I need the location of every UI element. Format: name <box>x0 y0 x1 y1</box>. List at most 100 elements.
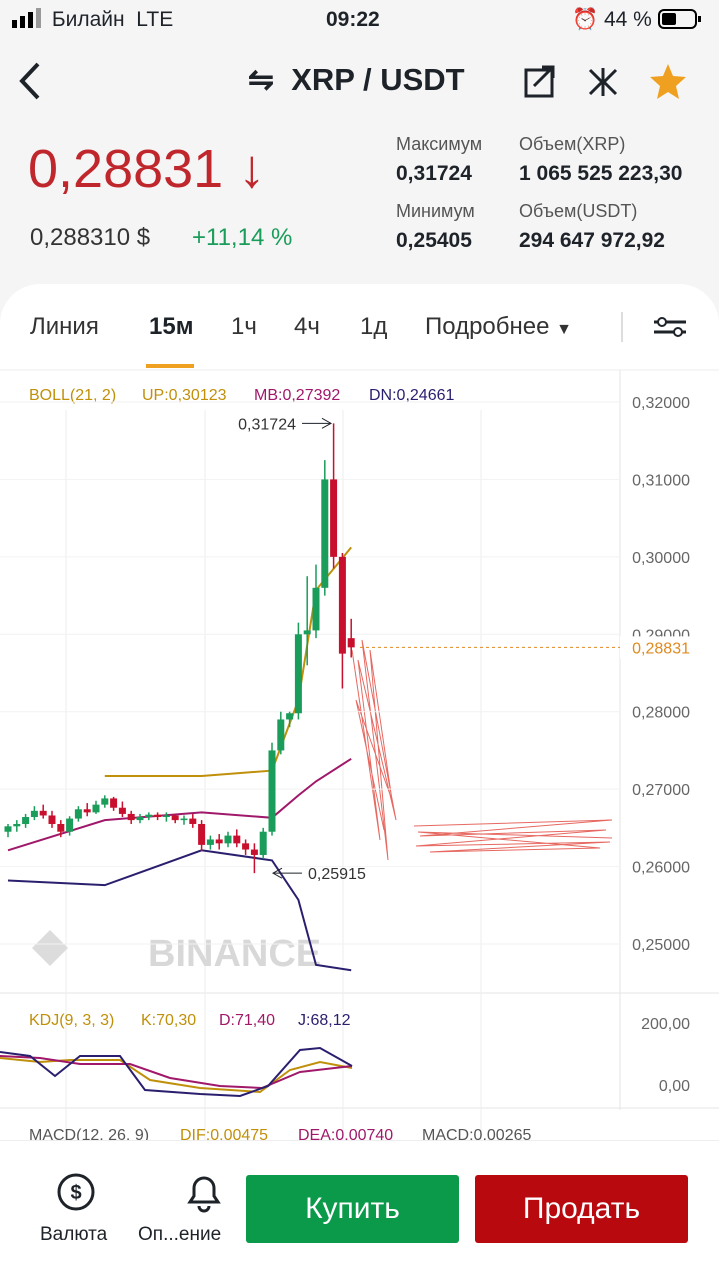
boll-up: UP:0,30123 <box>142 387 227 404</box>
stat-label: Объем(USDT) <box>519 201 638 221</box>
tab[interactable]: 1ч <box>231 313 257 340</box>
candle-body <box>330 479 338 557</box>
tab[interactable]: 1д <box>360 313 388 340</box>
candle-body <box>312 587 320 631</box>
clock: 09:22 <box>326 8 380 31</box>
boll-label: BOLL(21, 2) <box>29 387 116 404</box>
tab-underline <box>146 364 194 368</box>
stat-value: 0,31724 <box>396 162 472 185</box>
candle-body <box>294 634 302 714</box>
min-arrowhead <box>271 867 283 879</box>
candle-body <box>83 809 91 813</box>
alert-button[interactable]: Оп...ение <box>138 1224 222 1245</box>
candle-body <box>303 630 311 635</box>
bollinger-line <box>7 849 352 972</box>
candle-body <box>171 815 179 821</box>
settings-icon[interactable] <box>620 310 700 344</box>
macd-dif: DIF:0,00475 <box>180 1127 268 1140</box>
candle-body <box>30 810 38 818</box>
hand-drawn-scribble <box>351 639 613 861</box>
max-label: 0,31724 <box>238 416 296 433</box>
y-tick-label: 0,27000 <box>632 782 690 799</box>
current-price-label: 0,28831 <box>632 640 690 657</box>
candle-body <box>286 713 294 720</box>
battery-level: 44 % <box>603 8 652 31</box>
candle-body <box>268 750 276 832</box>
vertical-grid <box>65 410 482 1140</box>
last-price: 0,28831 ↓ <box>28 139 266 199</box>
bell-icon[interactable] <box>182 1170 226 1214</box>
pair-title[interactable]: ⇋ XRP / USDT <box>248 62 465 97</box>
candle-body <box>22 817 30 824</box>
candle-body <box>154 814 162 818</box>
currency-icon[interactable]: $ <box>54 1170 100 1214</box>
pair: XRP / USDT <box>291 62 465 97</box>
candle-body <box>162 815 170 818</box>
candle-body <box>242 843 250 850</box>
change: +11,14 % <box>192 224 293 251</box>
kdj-d: D:71,40 <box>219 1012 275 1029</box>
y-tick-label: 0,32000 <box>632 395 690 412</box>
candle-body <box>206 839 214 845</box>
y-tick-label: 0,28000 <box>632 705 690 722</box>
currency-button[interactable]: Валюта <box>40 1224 108 1245</box>
candle-body <box>198 823 206 845</box>
y-tick-label: 0,31000 <box>632 472 690 489</box>
candle-body <box>127 813 135 821</box>
candle-body <box>136 817 144 821</box>
macd-label: MACD(12, 26, 9) <box>29 1127 149 1140</box>
signal-icon <box>12 8 41 28</box>
candle-body <box>101 798 109 805</box>
macd-dea: DEA:0,00740 <box>298 1127 393 1140</box>
last-price-value: 0,28831 <box>28 139 224 199</box>
candle-body <box>92 804 100 813</box>
stat-label: Минимум <box>396 201 475 221</box>
candle-body <box>338 556 346 654</box>
tab: Подробнее <box>425 313 550 340</box>
candle-body <box>259 831 267 855</box>
usd-price: 0,288310 $ <box>30 224 151 251</box>
kdj-j: J:68,12 <box>298 1012 351 1029</box>
kdj-label: KDJ(9, 3, 3) <box>29 1012 114 1029</box>
candle-body <box>321 479 329 588</box>
candle-body <box>250 849 258 855</box>
candle-body <box>13 823 21 827</box>
current-price-box <box>620 636 692 659</box>
status-bar: Билайн LTE <box>12 8 173 32</box>
candle-body <box>145 814 153 818</box>
kdj-d-line <box>0 1055 353 1090</box>
candle-body <box>189 818 197 824</box>
chart-panel <box>0 284 719 1280</box>
svg-text:$: $ <box>70 1182 81 1204</box>
boll-mb: MB:0,27392 <box>254 387 340 404</box>
battery: ⏰ 44 % <box>572 8 702 32</box>
candle-body <box>48 815 56 824</box>
y-tick-label: 0,26000 <box>632 860 690 877</box>
candle-body <box>74 809 82 819</box>
candle-body <box>277 719 285 751</box>
stat-value: 0,25405 <box>396 229 472 252</box>
watermark: BINANCE <box>148 933 321 975</box>
battery-icon <box>657 9 701 29</box>
stat-value: 1 065 525 223,30 <box>519 162 683 185</box>
kdj-tick: 200,00 <box>641 1016 690 1033</box>
bollinger-line <box>7 757 352 852</box>
tab-more[interactable]: Подробнее ▼ <box>425 313 572 340</box>
header-icons[interactable] <box>522 62 692 102</box>
buy-button[interactable]: Купить <box>246 1175 459 1243</box>
sell-button[interactable]: Продать <box>475 1175 688 1243</box>
candle-body <box>39 810 47 816</box>
tab[interactable]: Линия <box>30 313 99 340</box>
tab[interactable]: 4ч <box>294 313 320 340</box>
candle-body <box>66 818 74 832</box>
back-button[interactable] <box>14 60 44 102</box>
kdj-j-line <box>0 1046 353 1098</box>
candle-body <box>215 839 223 844</box>
stat-label: Максимум <box>396 134 483 154</box>
candle-body <box>118 807 126 814</box>
tab-active[interactable]: 15м <box>149 313 194 340</box>
candle-body <box>110 798 118 808</box>
carrier: Билайн <box>51 8 125 31</box>
min-label: 0,25915 <box>308 866 366 883</box>
